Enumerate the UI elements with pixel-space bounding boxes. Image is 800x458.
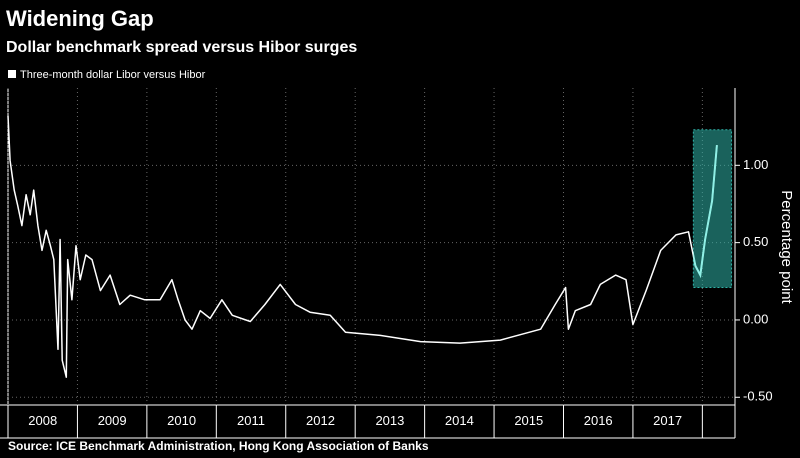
chart-title: Widening Gap (6, 6, 154, 31)
chart-subtitle: Dollar benchmark spread versus Hibor sur… (6, 39, 357, 56)
x-tick-label: 2014 (445, 413, 474, 428)
y-tick-label: 0.50 (743, 234, 768, 249)
x-tick-label: 2016 (584, 413, 613, 428)
y-tick-label: -0.50 (743, 389, 773, 404)
highlight-box (692, 129, 733, 288)
line (7, 115, 718, 378)
y-tick-label: 1.00 (743, 157, 768, 172)
x-tick-label: 2010 (167, 413, 196, 428)
legend-label: Three-month dollar Libor versus Hibor (20, 69, 206, 81)
legend-swatch (8, 70, 16, 78)
x-tick-label: 2015 (514, 413, 543, 428)
y-tick-label: 0.00 (743, 311, 768, 326)
x-tick-label: 2013 (375, 413, 404, 428)
source: Source: ICE Benchmark Administration, Ho… (8, 439, 429, 453)
x-tick-label: 2017 (653, 413, 682, 428)
x-tick-label: 2009 (98, 413, 127, 428)
x-tick-label: 2008 (28, 413, 57, 428)
x-tick-label: 2012 (306, 413, 335, 428)
x-tick-label: 2011 (237, 413, 265, 428)
y-axis-label: Percentage point (778, 190, 795, 304)
